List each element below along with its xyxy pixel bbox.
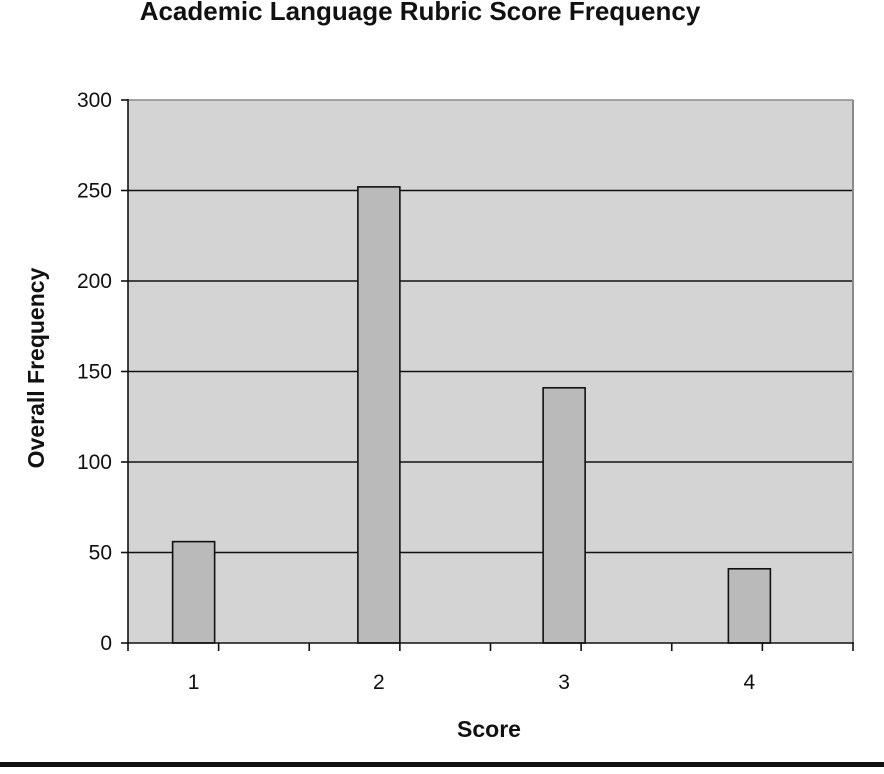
gridlines bbox=[128, 99, 853, 554]
bar-4 bbox=[727, 567, 772, 644]
x-tick-label-4: 4 bbox=[744, 671, 756, 694]
y-tick-label-0: 0 bbox=[100, 632, 112, 655]
x-tick-label-1: 1 bbox=[188, 671, 200, 694]
y-axis-ticks: 0 50 100 150 200 250 300 bbox=[77, 89, 128, 655]
x-tick-label-3: 3 bbox=[558, 671, 570, 694]
y-tick-label-100: 100 bbox=[77, 451, 112, 474]
y-tick-label-200: 200 bbox=[77, 270, 112, 293]
bar-1 bbox=[171, 540, 216, 644]
bar-2 bbox=[357, 186, 401, 644]
y-tick-label-150: 150 bbox=[77, 361, 112, 384]
bar-series bbox=[171, 186, 772, 644]
x-axis-ticks: 1 2 3 4 bbox=[127, 643, 854, 694]
y-axis-label: Overall Frequency bbox=[23, 267, 49, 468]
x-tick-label-2: 2 bbox=[373, 671, 385, 694]
x-axis-label: Score bbox=[457, 716, 521, 742]
bar-3 bbox=[542, 386, 586, 644]
y-tick-label-250: 250 bbox=[77, 180, 112, 203]
y-tick-label-50: 50 bbox=[89, 542, 112, 565]
bottom-rule bbox=[0, 762, 884, 767]
chart-title: Academic Language Rubric Score Frequency bbox=[140, 0, 701, 26]
y-tick-label-300: 300 bbox=[77, 89, 112, 112]
